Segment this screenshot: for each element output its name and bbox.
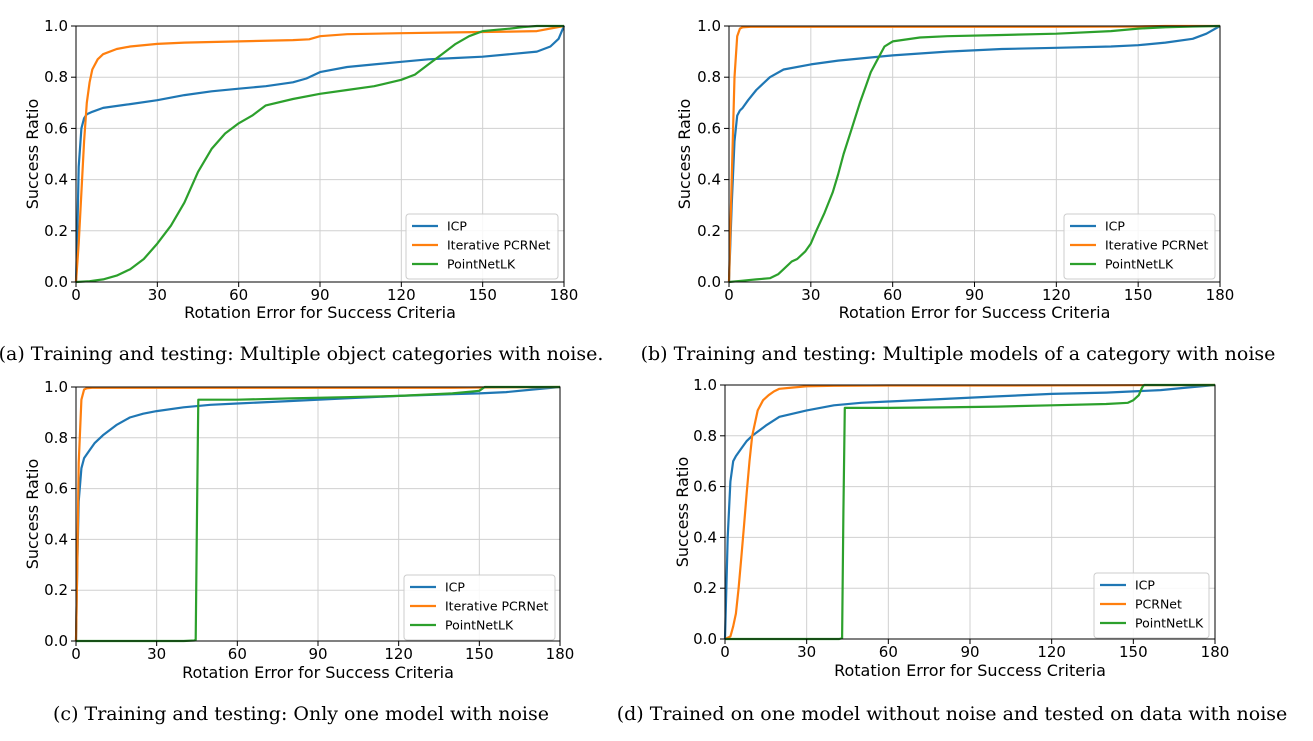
x-tick-label: 60	[879, 643, 898, 661]
x-axis-label: Rotation Error for Success Criteria	[834, 661, 1106, 680]
y-tick-label: 1.0	[693, 376, 717, 394]
legend-box	[403, 574, 556, 641]
x-tick-label: 30	[801, 286, 820, 304]
x-tick-label: 150	[1119, 643, 1148, 661]
x-tick-label: 120	[1037, 643, 1066, 661]
y-tick-label: 0.2	[697, 222, 721, 240]
x-tick-label: 30	[148, 286, 167, 304]
legend-label: PointNetLK	[447, 257, 516, 272]
panel-caption: (b) Training and testing: Multiple model…	[641, 343, 1276, 365]
y-tick-label: 0.6	[44, 480, 68, 498]
legend-label: ICP	[1135, 578, 1155, 593]
series-line-pointnetlk	[75, 24, 564, 284]
legend-box	[1063, 213, 1216, 280]
y-axis-label: Success Ratio	[673, 457, 692, 568]
chart-panel-4: 0 30 60 90 120 150 180 0.0 0.2 0.4 0.6 0.8 1.0 Rotati…	[617, 376, 1288, 725]
y-tick-label: 1.0	[697, 17, 721, 35]
legend-box	[405, 213, 559, 280]
x-tick-label: 150	[1124, 286, 1153, 304]
series-line-icp	[727, 25, 1221, 283]
series-line-iterative-pcrnet	[74, 24, 565, 283]
series-line-pointnetlk	[728, 24, 1221, 284]
legend-label: PCRNet	[1135, 597, 1182, 612]
x-axis-label: Rotation Error for Success Criteria	[839, 303, 1111, 322]
y-tick-label: 0.0	[44, 273, 68, 291]
legend-label: ICP	[1105, 219, 1125, 234]
x-tick-label: 0	[71, 286, 81, 304]
chart-panel-1: 0 30 60 90 120 150 180 0.0 0.2 0.4 0.6 0.8 1.0 Rotati…	[0, 17, 603, 365]
legend: ICP Iterative PCRNet PointNetLK	[405, 213, 559, 280]
y-tick-label: 0.8	[44, 429, 68, 447]
x-tick-label: 180	[1206, 286, 1235, 304]
y-tick-label: 0.2	[693, 579, 717, 597]
y-tick-label: 0.2	[44, 222, 68, 240]
x-tick-label: 120	[384, 645, 413, 663]
x-tick-label: 90	[308, 645, 327, 663]
panel-caption: (c) Training and testing: Only one model…	[53, 703, 549, 725]
y-tick-label: 0.8	[44, 68, 68, 86]
legend-label: PointNetLK	[1135, 616, 1204, 631]
x-tick-label: 90	[965, 286, 984, 304]
x-tick-label: 30	[147, 645, 166, 663]
y-tick-label: 0.4	[44, 530, 68, 548]
x-tick-label: 120	[1042, 286, 1071, 304]
legend-label: Iterative PCRNet	[1105, 238, 1209, 253]
x-axis-label: Rotation Error for Success Criteria	[184, 303, 456, 322]
y-tick-label: 0.4	[693, 528, 717, 546]
y-tick-label: 0.4	[44, 171, 68, 189]
legend-label: ICP	[445, 580, 465, 595]
legend-box	[1093, 572, 1210, 639]
x-tick-label: 180	[546, 645, 575, 663]
legend-label: PointNetLK	[445, 618, 514, 633]
series-line-icp	[74, 385, 561, 642]
y-tick-label: 0.6	[44, 119, 68, 137]
y-tick-label: 0.2	[44, 581, 68, 599]
y-tick-label: 1.0	[44, 17, 68, 35]
y-tick-label: 0.6	[693, 478, 717, 496]
panel-caption: (a) Training and testing: Multiple objec…	[0, 343, 603, 365]
series-line-icp	[723, 383, 1216, 640]
x-tick-label: 120	[387, 286, 416, 304]
x-tick-label: 90	[310, 286, 329, 304]
x-tick-label: 0	[724, 286, 734, 304]
series-line-pointnetlk	[725, 383, 1215, 641]
x-tick-label: 0	[71, 645, 81, 663]
x-tick-label: 150	[465, 645, 494, 663]
y-tick-label: 0.6	[697, 119, 721, 137]
legend: ICP PCRNet PointNetLK	[1093, 572, 1210, 639]
y-tick-label: 1.0	[44, 378, 68, 396]
y-axis-label: Success Ratio	[675, 99, 694, 210]
x-tick-label: 30	[797, 643, 816, 661]
x-tick-label: 150	[468, 286, 497, 304]
legend: ICP Iterative PCRNet PointNetLK	[403, 574, 556, 641]
x-tick-label: 60	[228, 645, 247, 663]
legend: ICP Iterative PCRNet PointNetLK	[1063, 213, 1216, 280]
chart-panel-3: 0 30 60 90 120 150 180 0.0 0.2 0.4 0.6 0.8 1.0 Rotati…	[23, 378, 574, 725]
y-axis-label: Success Ratio	[23, 99, 42, 210]
x-tick-label: 60	[229, 286, 248, 304]
x-tick-label: 180	[1201, 643, 1230, 661]
x-tick-label: 0	[720, 643, 730, 661]
y-tick-label: 0.8	[693, 427, 717, 445]
x-tick-label: 180	[550, 286, 579, 304]
x-axis-label: Rotation Error for Success Criteria	[182, 663, 454, 682]
legend-label: Iterative PCRNet	[445, 599, 549, 614]
legend-label: PointNetLK	[1105, 257, 1174, 272]
x-tick-label: 60	[883, 286, 902, 304]
panel-caption: (d) Trained on one model without noise a…	[617, 703, 1288, 725]
y-tick-label: 0.4	[697, 171, 721, 189]
y-axis-label: Success Ratio	[23, 459, 42, 570]
y-tick-label: 0.0	[44, 632, 68, 650]
chart-panel-2: 0 30 60 90 120 150 180 0.0 0.2 0.4 0.6 0.8 1.0 Rotati…	[641, 17, 1276, 365]
series-line-pcrnet	[724, 383, 1216, 640]
legend-label: Iterative PCRNet	[447, 238, 551, 253]
y-tick-label: 0.0	[697, 273, 721, 291]
legend-label: ICP	[447, 219, 467, 234]
y-tick-label: 0.0	[693, 630, 717, 648]
y-tick-label: 0.8	[697, 68, 721, 86]
x-tick-label: 90	[960, 643, 979, 661]
